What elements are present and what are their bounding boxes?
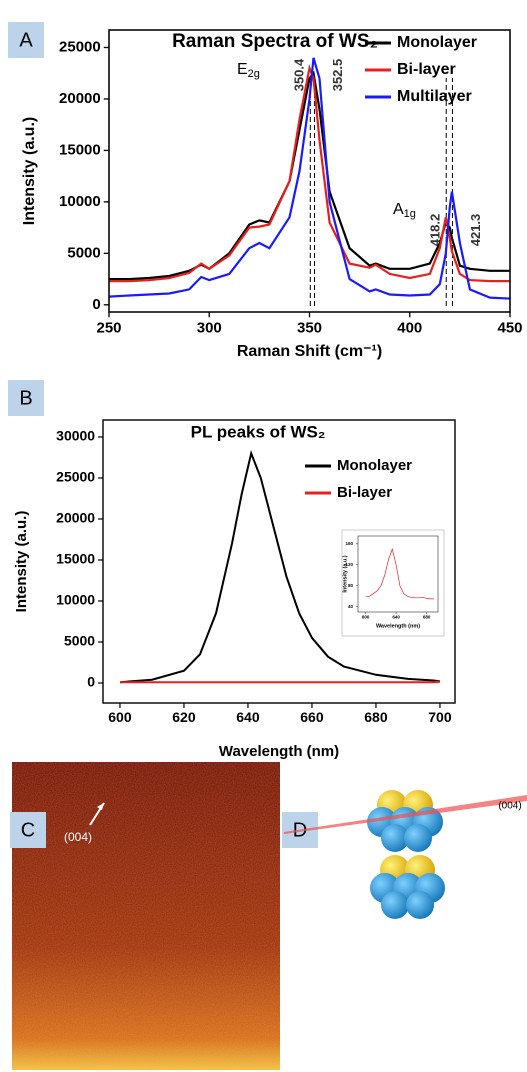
inset-background: [341, 529, 445, 637]
y-tick-label: 15000: [56, 551, 95, 567]
c-annotation: (004): [64, 830, 92, 844]
y-tick-label: 120: [345, 562, 353, 567]
y-tick-label: 0: [92, 296, 100, 313]
x-tick-label: 300: [197, 319, 222, 336]
x-tick-label: 640: [236, 709, 260, 725]
y-tick-label: 20000: [59, 90, 101, 107]
y-tick-label: 20000: [56, 510, 95, 526]
chart-title: PL peaks of WS₂: [191, 422, 326, 441]
legend-label: Monolayer: [397, 34, 477, 51]
peak-label: 352.5: [330, 59, 345, 92]
x-tick-label: 680: [423, 615, 431, 620]
series-line: [119, 450, 441, 684]
panel-label-box: [8, 380, 44, 416]
panel-label: A: [19, 29, 33, 51]
panel-label-box: [8, 22, 44, 58]
y-axis-label: Intensity (a.u.): [21, 117, 38, 225]
y-tick-label: 10000: [56, 592, 95, 608]
annotation: E2g: [237, 61, 260, 80]
x-axis-label: Wavelength (nm): [219, 743, 339, 760]
plot-frame: [102, 419, 456, 704]
x-tick-label: 680: [364, 709, 388, 725]
x-tick-label: 400: [397, 319, 422, 336]
chart: B 600 620 640 660 680 700 0 5000 10000 15000 20000 2…: [8, 380, 456, 760]
panel-label: C: [21, 819, 35, 841]
x-tick-label: 350: [297, 319, 322, 336]
legend-label: Multilayer: [397, 88, 472, 105]
x-tick-label: 600: [108, 709, 132, 725]
peak-label: 421.3: [468, 214, 483, 247]
x-tick-label: 620: [172, 709, 196, 725]
peak-label: 350.4: [292, 58, 307, 91]
annotation-text: A: [393, 201, 404, 218]
y-tick-label: 30000: [56, 428, 95, 444]
panel-label: B: [19, 387, 32, 409]
x-axis-label: Raman Shift (cm⁻¹): [237, 343, 382, 360]
x-axis-label: Wavelength (nm): [376, 623, 420, 629]
x-tick-label: 250: [96, 319, 121, 336]
annotation-text: E: [237, 61, 248, 78]
plot-frame: [108, 29, 511, 313]
legend-label: Bi-layer: [337, 484, 392, 501]
y-axis-label: Intensity (a.u.): [13, 511, 30, 613]
chart-title: Raman Spectra of WS₂: [172, 31, 378, 52]
y-tick-label: 15000: [59, 141, 101, 158]
series-line: [109, 64, 510, 283]
series-line: [108, 57, 511, 300]
y-tick-label: 25000: [59, 38, 101, 55]
legend-label: Bi-layer: [397, 61, 456, 78]
annotation: A1g: [393, 201, 416, 220]
annotation-subscript: 2g: [248, 68, 260, 80]
y-tick-label: 5000: [64, 633, 95, 649]
y-tick-label: 10000: [59, 193, 101, 210]
x-tick-label: 600: [362, 615, 370, 620]
chart: A 250 300 350 400 450 0 5000 10000 15000 20000 2500…: [8, 22, 523, 360]
peak-label: 418.2: [428, 214, 443, 247]
x-tick-label: 450: [497, 319, 522, 336]
y-tick-label: 25000: [56, 469, 95, 485]
plot-frame: [357, 535, 439, 613]
x-tick-label: 660: [300, 709, 324, 725]
x-tick-label: 700: [428, 709, 452, 725]
panel-c-image: C (004): [10, 762, 280, 1070]
legend-label: Monolayer: [337, 457, 412, 474]
y-tick-label: 40: [348, 604, 354, 609]
chart: 600 640 680 40 80 120 160 Wavelength (nm) Intens…: [341, 529, 445, 637]
d-annotation: (004): [498, 801, 521, 812]
y-axis-label: Intensity (a.u.): [342, 555, 348, 592]
panel-d-image: D (004): [282, 790, 527, 919]
y-tick-label: 5000: [67, 244, 100, 261]
y-tick-label: 0: [87, 674, 95, 690]
y-tick-label: 160: [345, 541, 353, 546]
x-tick-label: 640: [392, 615, 400, 620]
y-tick-label: 80: [348, 583, 354, 588]
series-line: [365, 547, 435, 600]
annotation-subscript: 1g: [404, 208, 416, 220]
